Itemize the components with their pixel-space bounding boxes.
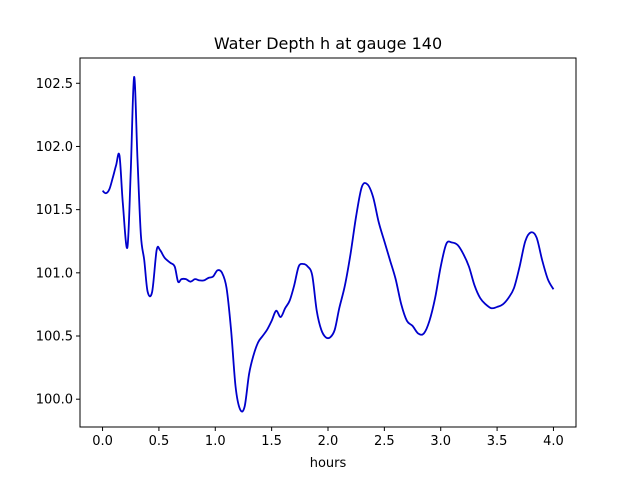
y-tick-label: 102.5	[36, 77, 73, 92]
x-tick-label: 1.0	[205, 434, 226, 449]
y-tick-label: 100.5	[36, 330, 73, 345]
x-tick-label: 3.0	[430, 434, 451, 449]
x-axis-label: hours	[310, 456, 347, 471]
y-tick-label: 101.0	[36, 266, 73, 281]
y-tick-label: 101.5	[36, 203, 73, 218]
y-tick-label: 100.0	[36, 393, 73, 408]
series-line-0	[101, 76, 555, 413]
x-tick-label: 2.0	[318, 434, 339, 449]
plot-frame	[79, 57, 577, 428]
y-tick-label: 102.0	[36, 140, 73, 155]
x-axis: 0.0 0.5 1.0 1.5 2.0 2.5 3.0 3.5 4.0	[92, 427, 564, 449]
x-tick-label: 1.5	[261, 434, 282, 449]
x-tick-label: 0.5	[149, 434, 170, 449]
x-tick-label: 3.5	[487, 434, 508, 449]
series-layer	[101, 76, 555, 413]
x-tick-label: 0.0	[92, 434, 113, 449]
x-tick-label: 2.5	[374, 434, 395, 449]
x-tick-label: 4.0	[543, 434, 564, 449]
y-axis: 100.0 100.5 101.0 101.5 102.0 102.5	[36, 77, 80, 408]
chart-title: Water Depth h at gauge 140	[214, 34, 442, 53]
